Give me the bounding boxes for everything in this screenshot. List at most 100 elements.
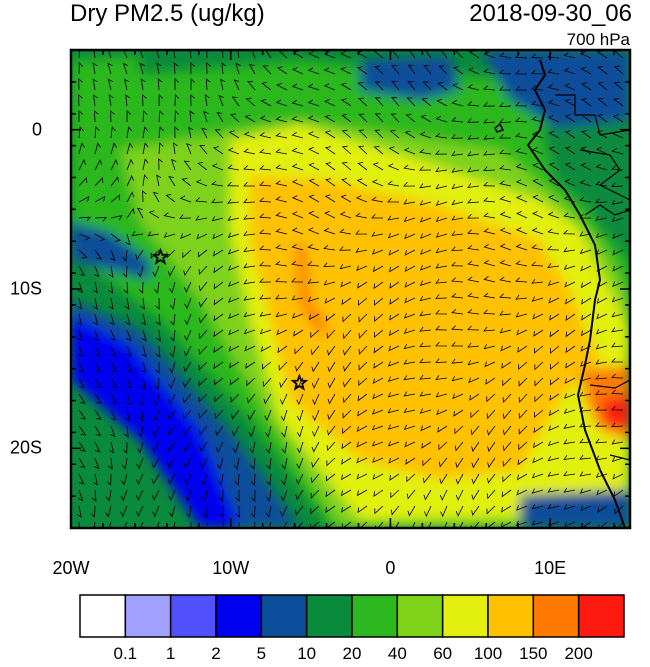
- wind-barb: [372, 377, 384, 384]
- wind-barb: [281, 457, 288, 470]
- wind-barb: [211, 216, 224, 222]
- wind-barb: [158, 94, 164, 107]
- wind-barb: [308, 313, 320, 321]
- wind-barb: [308, 210, 320, 219]
- wind-barb: [195, 215, 208, 221]
- wind-barb: [324, 114, 336, 123]
- wind-barb: [215, 441, 224, 453]
- wind-barb: [419, 391, 432, 397]
- wind-barb: [307, 244, 320, 251]
- wind-barb: [374, 65, 384, 75]
- wind-barb: [390, 489, 400, 499]
- wind-barb: [564, 130, 576, 139]
- wind-barb: [259, 328, 272, 335]
- wind-barb: [93, 313, 99, 326]
- wind-barb: [183, 457, 192, 469]
- wind-barb: [341, 178, 352, 187]
- wind-barb: [77, 281, 84, 294]
- wind-barb: [259, 213, 272, 219]
- wind-barb: [451, 199, 464, 206]
- wind-barb: [190, 521, 192, 528]
- wind-barb: [408, 521, 416, 528]
- wind-barb: [451, 246, 464, 252]
- wind-barb: [276, 82, 288, 91]
- wind-barb: [307, 296, 320, 303]
- wind-barb: [325, 162, 336, 171]
- wind-barb: [467, 229, 480, 235]
- wind-barb: [151, 489, 160, 501]
- wind-barb: [356, 265, 368, 272]
- wind-barb: [531, 131, 544, 139]
- wind-barb: [404, 313, 416, 319]
- wind-barb: [499, 149, 512, 155]
- wind-barb: [579, 391, 592, 397]
- wind-barb: [612, 281, 624, 288]
- wind-barb: [499, 195, 512, 203]
- wind-barb: [276, 66, 288, 75]
- wind-barb: [231, 425, 240, 437]
- wind-barb: [233, 457, 240, 470]
- wind-barb: [310, 329, 320, 339]
- wind-barb: [518, 441, 528, 451]
- wind-barb: [403, 216, 416, 223]
- wind-barb: [483, 85, 496, 91]
- wind-barb: [387, 392, 400, 398]
- wind-barb: [501, 489, 512, 498]
- wind-barb: [94, 393, 102, 404]
- wind-barb: [76, 313, 82, 326]
- wind-barb: [77, 489, 84, 502]
- wind-barb: [78, 393, 86, 404]
- wind-barb: [499, 118, 512, 123]
- wind-barb: [250, 505, 256, 518]
- wind-barb: [259, 245, 272, 251]
- wind-barb: [213, 313, 224, 322]
- wind-barb: [278, 361, 288, 371]
- wind-barb: [611, 199, 624, 205]
- wind-barb: [94, 126, 100, 139]
- wind-barb: [307, 99, 320, 107]
- wind-barb: [310, 505, 320, 515]
- wind-barb: [517, 457, 528, 466]
- wind-barb: [265, 50, 272, 59]
- wind-barb: [94, 409, 102, 420]
- wind-barb: [139, 50, 144, 59]
- wind-barb: [403, 391, 416, 397]
- colorbar-swatch: [577, 594, 625, 638]
- wind-barb: [404, 441, 416, 448]
- colorbar-swatch: [396, 594, 444, 638]
- wind-barb: [310, 473, 320, 484]
- wind-barb: [138, 281, 144, 294]
- wind-barb: [405, 457, 416, 465]
- wind-barb: [611, 373, 624, 379]
- wind-barb: [358, 345, 368, 355]
- wind-barb: [611, 358, 623, 363]
- wind-barb: [181, 177, 192, 187]
- wind-barb: [182, 409, 192, 420]
- wind-barb: [547, 487, 560, 493]
- wind-barb: [218, 489, 224, 502]
- wind-barb: [438, 457, 448, 468]
- wind-barb: [435, 115, 448, 123]
- wind-barb: [265, 505, 272, 518]
- wind-barb: [355, 230, 368, 235]
- wind-barb: [499, 52, 512, 59]
- wind-barb: [467, 260, 480, 267]
- wind-barb: [595, 198, 608, 203]
- wind-barb: [438, 441, 448, 451]
- wind-barb: [564, 393, 576, 399]
- wind-barb: [243, 198, 256, 204]
- wind-barb: [483, 68, 496, 75]
- wind-barb: [579, 406, 592, 412]
- wind-barb: [110, 142, 118, 155]
- wind-barb: [563, 471, 576, 477]
- wind-barb: [259, 278, 272, 283]
- wind-barb: [109, 441, 115, 454]
- wind-barb: [198, 345, 208, 355]
- wind-barb: [189, 50, 195, 59]
- wind-barb: [437, 425, 448, 433]
- wind-barb: [168, 489, 176, 502]
- wind-barb: [341, 505, 352, 513]
- wind-barb: [372, 393, 384, 400]
- wind-barb: [308, 162, 320, 171]
- wind-barb: [93, 50, 98, 59]
